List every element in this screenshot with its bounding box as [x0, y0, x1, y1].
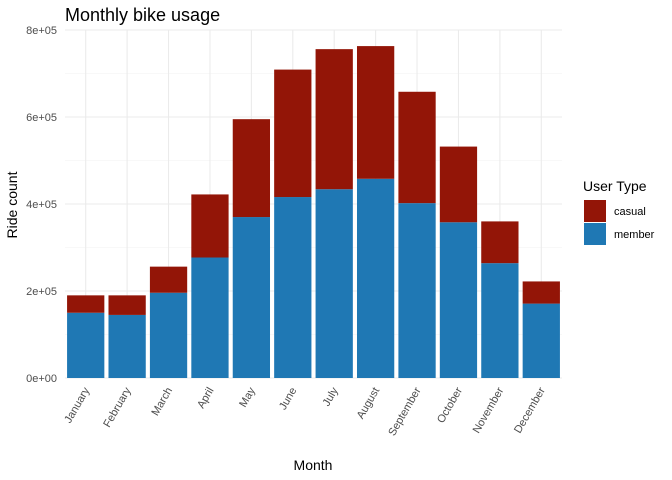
y-tick-label: 8e+05 [26, 25, 57, 37]
legend-title: User Type [583, 178, 647, 194]
x-tick-label: September [386, 385, 423, 438]
bar-casual-november [481, 221, 519, 264]
bar-member-november [481, 263, 519, 378]
x-tick-label: December [512, 385, 548, 435]
y-tick-label: 2e+05 [26, 286, 57, 298]
legend-key-casual [584, 200, 606, 222]
bar-member-february [108, 314, 146, 378]
bar-casual-december [522, 281, 560, 304]
chart-title: Monthly bike usage [65, 5, 220, 25]
x-axis-title: Month [294, 457, 333, 473]
bar-member-august [356, 178, 395, 378]
bars [67, 46, 560, 378]
bar-casual-october [439, 146, 478, 223]
bar-casual-july [315, 49, 353, 190]
bar-casual-august [356, 46, 395, 179]
bar-casual-january [67, 295, 105, 313]
bar-casual-march [149, 266, 188, 293]
x-tick-label: February [101, 385, 134, 430]
bar-member-october [439, 222, 478, 378]
bar-casual-june [274, 69, 312, 198]
bar-member-april [191, 257, 229, 378]
y-axis-title: Ride count [4, 171, 20, 238]
bar-member-march [149, 292, 188, 378]
x-tick-label: June [277, 386, 299, 413]
x-tick-label: January [62, 385, 92, 425]
y-tick-label: 0e+00 [26, 373, 57, 385]
bar-member-january [67, 312, 105, 378]
x-axis: January February March April May June July Augu… [62, 385, 548, 438]
bar-member-june [274, 197, 312, 378]
y-axis: 0e+00 2e+05 4e+05 6e+05 8e+05 [26, 25, 57, 385]
legend-key-member [584, 223, 606, 245]
bar-member-may [232, 217, 271, 378]
legend: User Type casual member [583, 178, 655, 245]
x-tick-label: November [471, 385, 507, 435]
x-tick-label: April [195, 386, 216, 411]
x-tick-label: May [237, 385, 258, 409]
bar-casual-september [398, 91, 436, 204]
x-tick-label: March [149, 386, 175, 418]
legend-label-member: member [614, 229, 655, 241]
y-tick-label: 6e+05 [26, 112, 57, 124]
x-tick-label: July [321, 385, 341, 408]
legend-label-casual: casual [614, 206, 646, 218]
bar-member-july [315, 189, 353, 378]
bar-casual-february [108, 295, 146, 315]
bar-casual-april [191, 194, 229, 258]
y-tick-label: 4e+05 [26, 199, 57, 211]
x-tick-label: August [355, 386, 383, 422]
bar-member-september [398, 203, 436, 378]
x-tick-label: October [435, 385, 465, 425]
bar-member-december [522, 303, 560, 378]
bar-casual-may [232, 119, 271, 218]
